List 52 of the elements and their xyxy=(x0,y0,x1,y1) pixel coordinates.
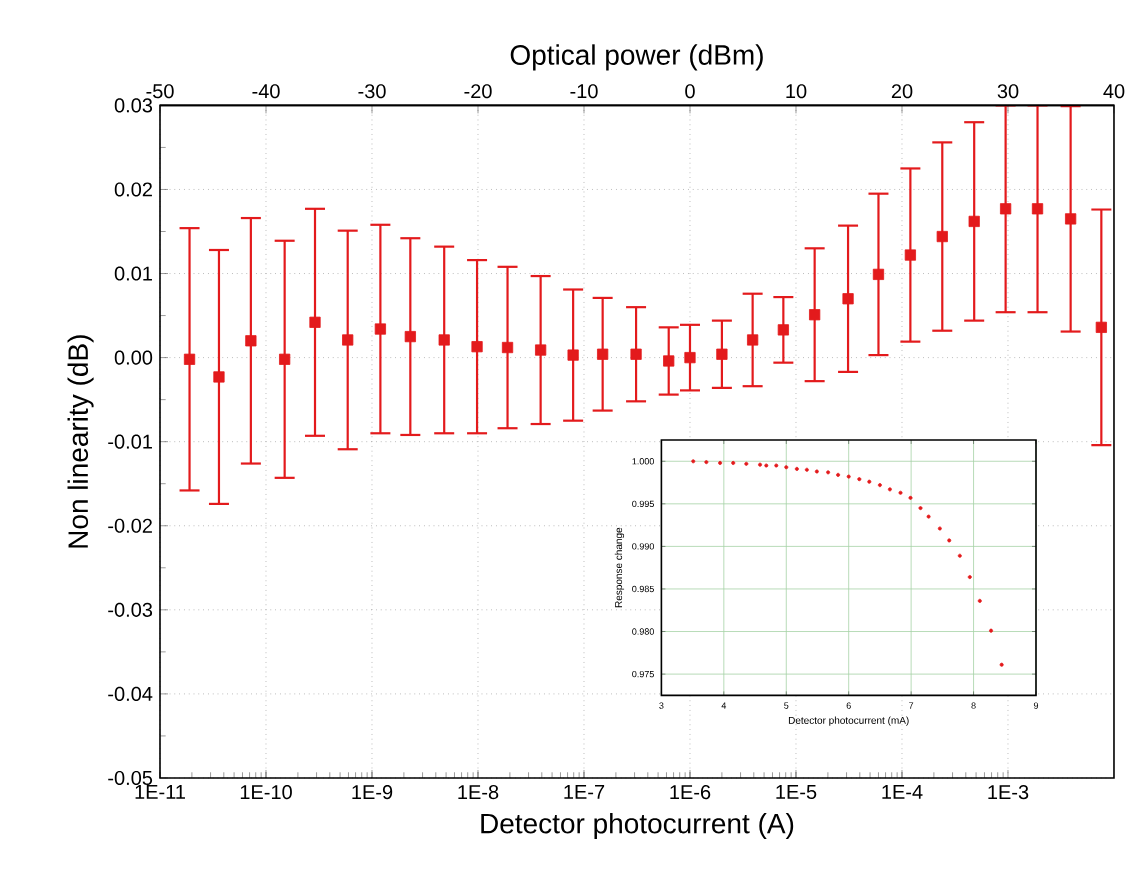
point xyxy=(245,335,257,347)
point xyxy=(777,324,789,336)
y-tick-label: -0.01 xyxy=(108,434,152,449)
point xyxy=(213,371,225,383)
y-tick-label: 0.03 xyxy=(114,98,153,113)
x2-tick-label: -50 xyxy=(146,84,174,99)
point xyxy=(809,309,821,321)
point xyxy=(1095,321,1107,333)
x2-axis-title: Optical power (dBm) xyxy=(510,44,763,71)
x2-tick-label: 40 xyxy=(1103,84,1125,99)
point xyxy=(1000,203,1012,215)
point xyxy=(684,352,696,364)
point xyxy=(342,334,354,346)
point xyxy=(968,215,980,228)
point xyxy=(872,268,885,280)
point xyxy=(904,249,916,261)
point xyxy=(374,323,386,335)
x2-tick-label: -30 xyxy=(358,84,386,99)
y-tick-label: 0.00 xyxy=(114,350,153,365)
y-tick-label: 0.02 xyxy=(114,182,152,197)
y-tick-label: -0.05 xyxy=(108,770,153,786)
point xyxy=(936,230,948,243)
x2-tick-label: -40 xyxy=(252,84,280,99)
x-tick-label: 1E-4 xyxy=(882,785,923,799)
x2-tick-label: 20 xyxy=(891,84,913,99)
x2-tick-label: 0 xyxy=(685,84,695,99)
point xyxy=(404,330,416,343)
x-tick-label: 1E-8 xyxy=(458,785,499,800)
x-tick-label: 1E-6 xyxy=(670,785,711,800)
y-tick-label: -0.02 xyxy=(108,518,152,533)
point xyxy=(842,293,854,305)
point xyxy=(747,334,759,346)
y-tick-label: 0.01 xyxy=(114,266,152,281)
x-tick-label: 1E-9 xyxy=(352,785,393,800)
x2-tick-label: -20 xyxy=(464,84,492,99)
y-tick-label: -0.03 xyxy=(108,602,153,617)
x-axis-title: Detector photocurrent (A) xyxy=(481,812,794,840)
x-tick-label: 1E-7 xyxy=(564,785,605,799)
x-tick-label: 1E-10 xyxy=(240,785,292,800)
y-axis-title: Non linearity (dB) xyxy=(67,335,94,548)
x2-tick-label: 30 xyxy=(997,84,1019,99)
x-tick-label: 1E-5 xyxy=(776,785,817,799)
x2-tick-label: -10 xyxy=(570,84,598,99)
point xyxy=(309,316,321,328)
x2-tick-label: 10 xyxy=(786,84,807,99)
point xyxy=(183,353,196,365)
y-tick-label: -0.04 xyxy=(108,686,153,701)
point xyxy=(1031,203,1044,215)
point xyxy=(716,348,728,360)
x-tick-label: 1E-3 xyxy=(988,785,1029,800)
x-tick-label: 1E-11 xyxy=(135,785,185,799)
point xyxy=(279,353,291,365)
